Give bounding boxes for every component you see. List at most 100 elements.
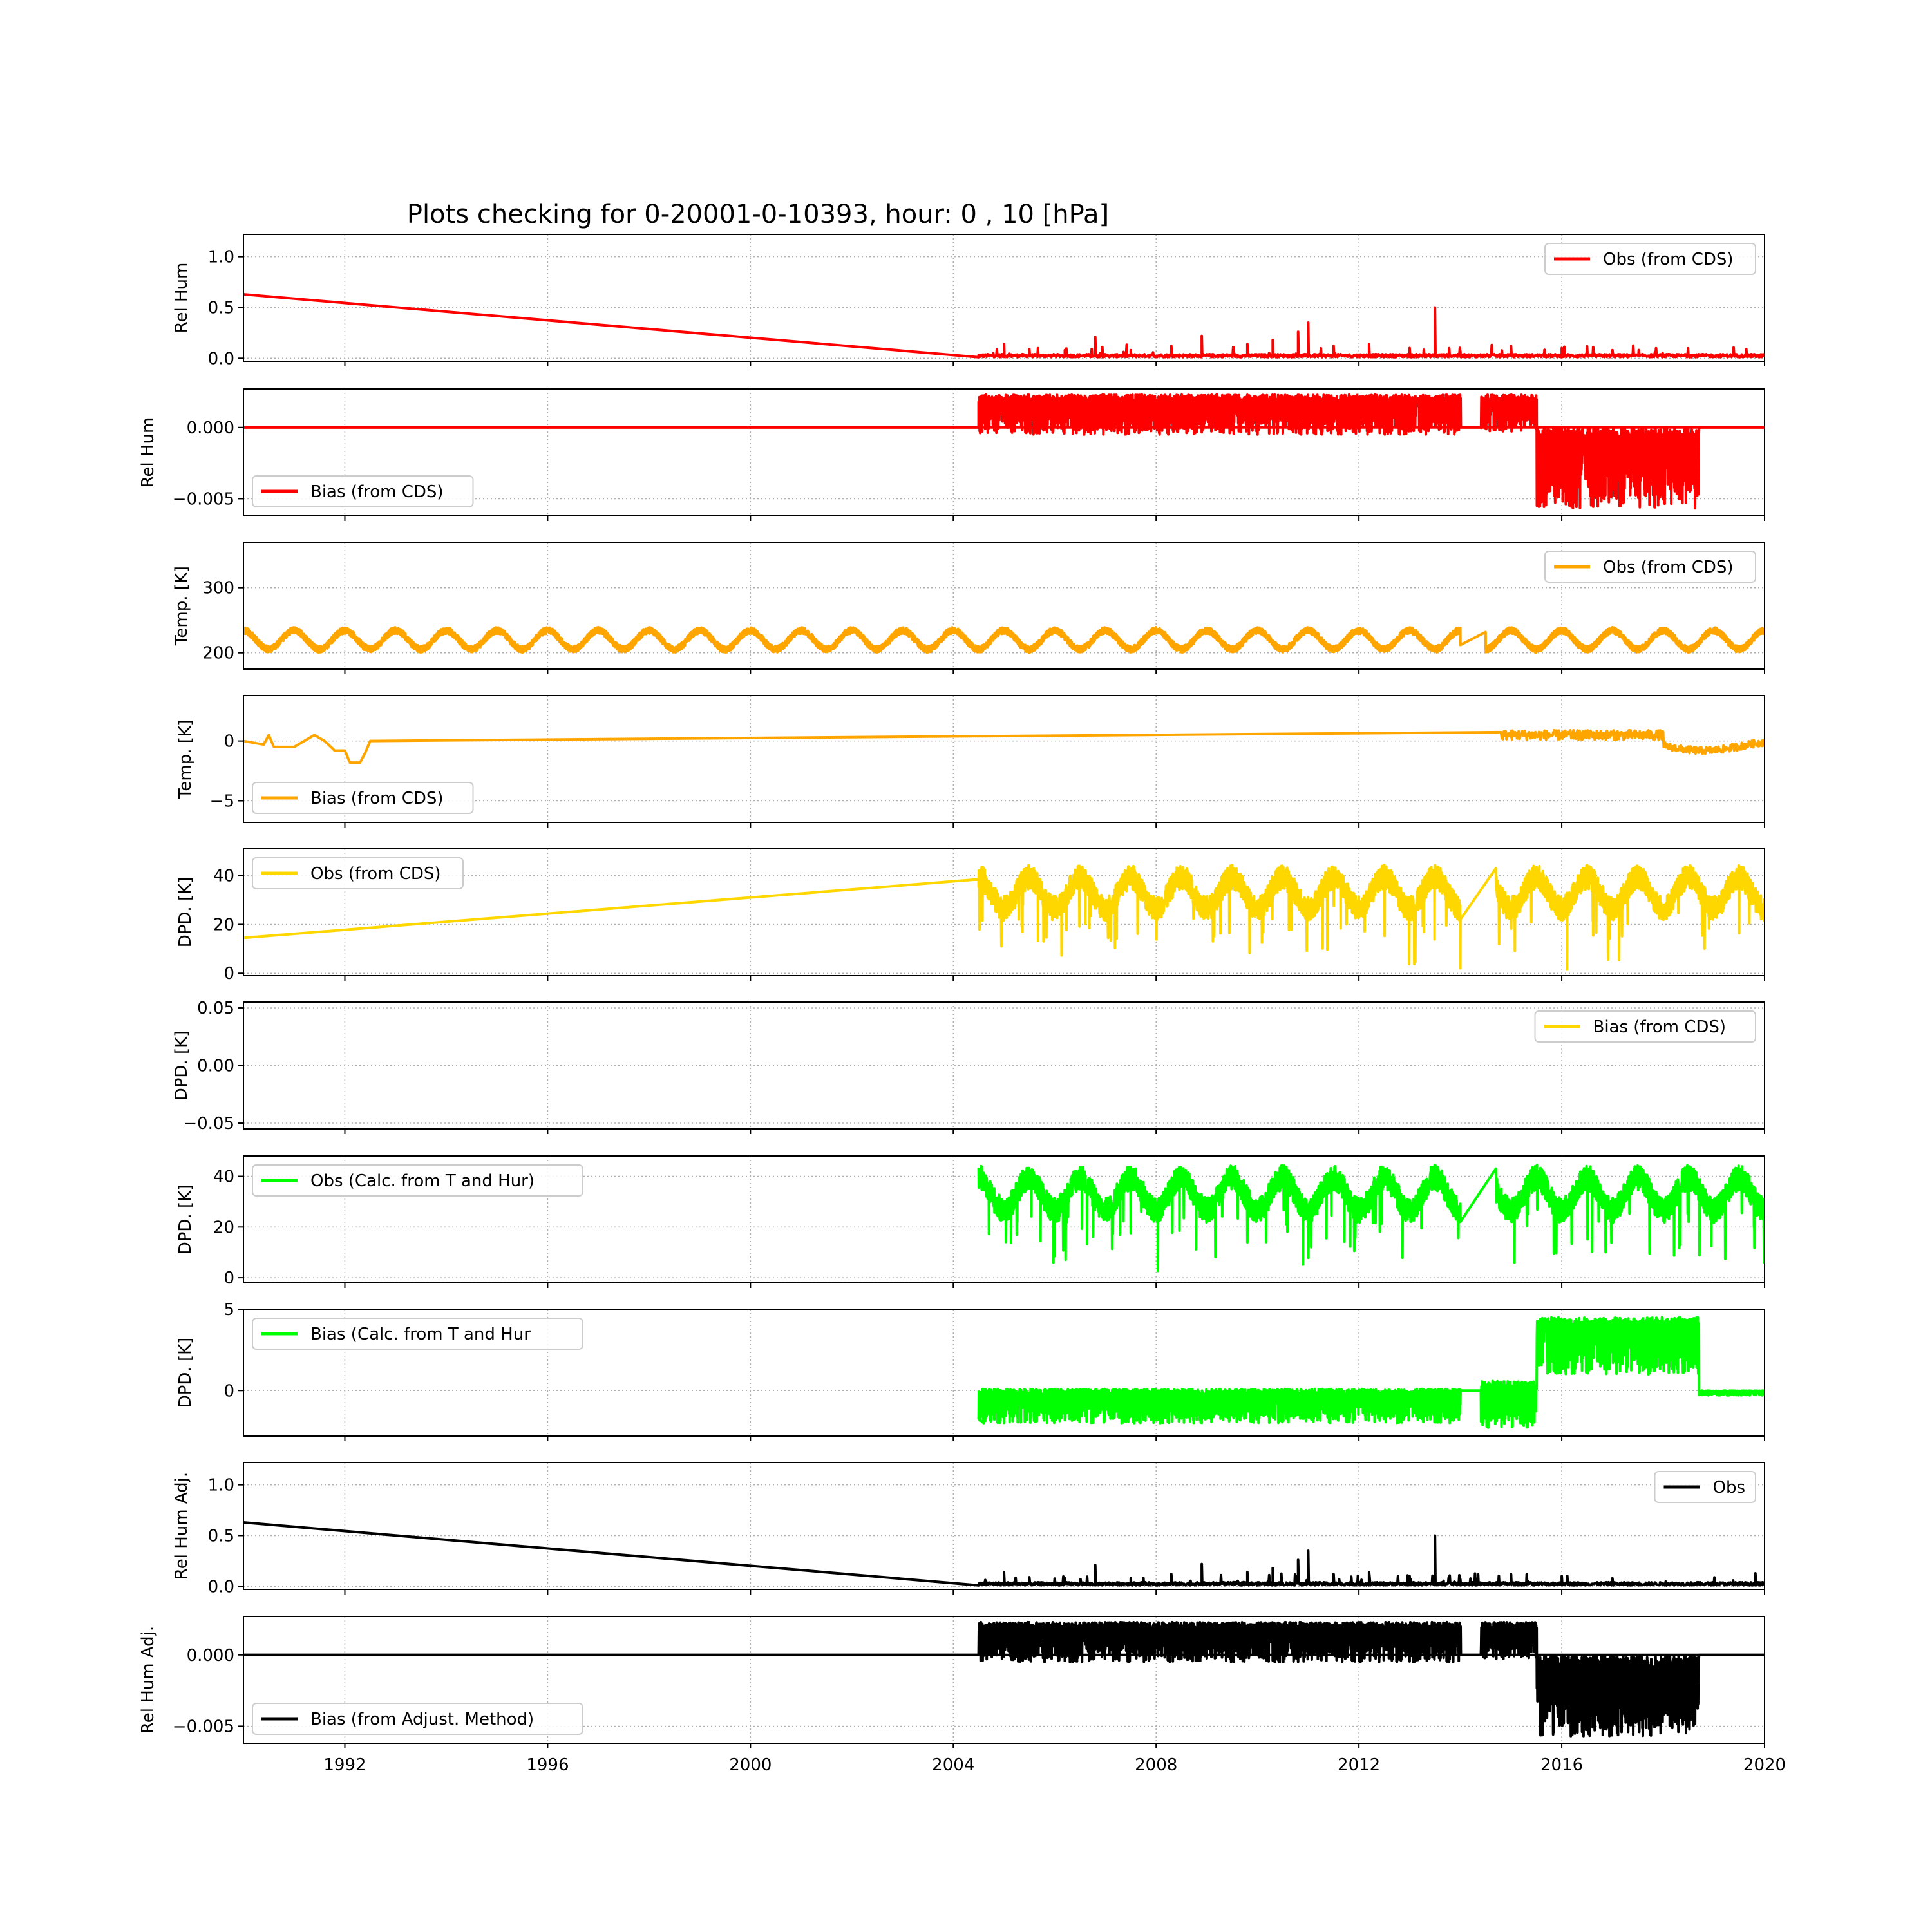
y-axis-label: DPD. [K]: [172, 1030, 191, 1101]
legend: Bias (from CDS): [252, 782, 474, 814]
y-tick-label: 0.00: [197, 1057, 234, 1076]
legend-label: Bias (from Adjust. Method): [310, 1710, 534, 1729]
legend: Obs: [1654, 1471, 1756, 1503]
legend: Obs (Calc. from T and Hur): [252, 1164, 583, 1197]
subplot-6: −0.05 0.00 0.05 DPD. [K] Bias (from CDS): [172, 999, 1765, 1134]
x-tick-label: 2004: [932, 1756, 974, 1775]
y-tick-label: 300: [202, 579, 234, 598]
legend: Bias (from Adjust. Method): [252, 1703, 583, 1735]
x-tick-label: 2012: [1338, 1756, 1380, 1775]
y-tick-label: 0: [223, 732, 234, 752]
series-line: [243, 728, 1765, 764]
y-axis-label: Rel Hum: [172, 263, 191, 334]
subplot-10: −0.005 0.000 1992 1996 2000 2004 2008 2012 2016 2…: [138, 1616, 1786, 1775]
y-tick-label: 200: [202, 644, 234, 663]
axes-frame: [243, 848, 1765, 976]
legend-label: Obs (Calc. from T and Hur): [310, 1171, 535, 1191]
legend-box: [252, 475, 474, 507]
y-tick-label: 0.5: [208, 298, 234, 317]
y-tick-label: 1.0: [208, 248, 234, 267]
subplot-2: −0.005 0.000 Rel Hum Bias (from CDS): [138, 388, 1765, 521]
y-axis-label: Temp. [K]: [176, 719, 195, 799]
figure-title: Plots checking for 0-20001-0-10393, hour…: [407, 200, 1109, 229]
series-line: [243, 626, 1765, 654]
legend-box: [252, 1318, 583, 1350]
y-tick-label: −0.005: [173, 1717, 234, 1736]
y-axis-label: DPD. [K]: [176, 877, 195, 948]
legend-label: Obs (from CDS): [1603, 558, 1734, 577]
y-axis-label: Rel Hum: [138, 417, 158, 488]
series-group: [243, 393, 1765, 510]
subplot-3: 200 300 Temp. [K] Obs (from CDS): [172, 542, 1765, 674]
subplot-8: 0 5 DPD. [K] Bias (Calc. from T and Hur: [176, 1300, 1765, 1441]
x-tick-label: 2000: [729, 1756, 772, 1775]
series-line: [977, 1316, 1765, 1429]
subplot-4: −5 0 Temp. [K] Bias (from CDS): [176, 695, 1765, 828]
y-axis-label: Rel Hum Adj.: [172, 1472, 191, 1580]
legend-label: Bias (from CDS): [310, 482, 444, 502]
series-line: [243, 1521, 1765, 1587]
legend: Bias (from CDS): [1534, 1010, 1756, 1043]
series-line: [243, 864, 1765, 971]
legend-label: Obs (from CDS): [1603, 250, 1734, 269]
subplot-5: 0 20 40 DPD. [K] Obs (from CDS): [176, 848, 1765, 983]
x-tick-label: 2016: [1540, 1756, 1583, 1775]
x-tick-label: 1992: [323, 1756, 366, 1775]
subplot-7: 0 20 40 DPD. [K] Obs (Calc. from T and Hur): [176, 1155, 1765, 1288]
legend: Obs (from CDS): [1544, 551, 1756, 583]
legend-box: [252, 857, 464, 889]
legend-label: Obs (from CDS): [310, 864, 441, 884]
legend-box: [252, 782, 474, 814]
axes-frame: [243, 542, 1765, 670]
y-tick-label: 0: [223, 1381, 234, 1401]
x-tick-label: 1996: [526, 1756, 569, 1775]
legend: Bias (from CDS): [252, 475, 474, 507]
series-line: [243, 1620, 1765, 1738]
y-tick-label: 0.000: [187, 419, 234, 438]
legend-label: Bias (Calc. from T and Hur: [310, 1325, 531, 1344]
legend-box: [1534, 1010, 1756, 1043]
axes-frame: [243, 388, 1765, 516]
series-line: [243, 293, 1765, 359]
subplot-9: 0.0 0.5 1.0 Rel Hum Adj. Obs: [172, 1462, 1765, 1596]
subplot-1: 0.0 0.5 1.0 Rel Hum Obs (from CDS): [172, 234, 1765, 368]
y-tick-label: 0.5: [208, 1526, 234, 1546]
y-tick-label: 0.05: [197, 999, 234, 1018]
legend-label: Bias (from CDS): [1593, 1018, 1727, 1037]
legend-box: [252, 1703, 583, 1735]
legend: Bias (Calc. from T and Hur: [252, 1318, 583, 1350]
y-tick-label: −5: [210, 792, 234, 811]
y-tick-label: 0.0: [208, 1577, 234, 1596]
legend-box: [1544, 243, 1756, 275]
legend: Obs (from CDS): [252, 857, 464, 889]
series-group: [977, 1164, 1765, 1273]
y-tick-label: 40: [213, 1168, 234, 1187]
y-tick-label: 0.0: [208, 349, 234, 368]
y-tick-label: 0.000: [187, 1646, 234, 1665]
axes-frame: [243, 1155, 1765, 1283]
series-group: [243, 864, 1765, 971]
y-tick-label: 5: [223, 1300, 234, 1320]
series-line: [977, 1164, 1765, 1273]
legend-box: [252, 1164, 583, 1197]
y-tick-label: 0: [223, 1269, 234, 1288]
axes-frame: [243, 234, 1765, 362]
series-group: [243, 293, 1765, 359]
axes-frame: [243, 1309, 1765, 1437]
series-group: [243, 626, 1765, 654]
series-group: [243, 1521, 1765, 1587]
y-axis-label: Rel Hum Adj.: [138, 1626, 158, 1734]
legend-box: [1654, 1471, 1756, 1503]
x-tick-label: 2020: [1743, 1756, 1786, 1775]
legend-label: Bias (from CDS): [310, 789, 444, 808]
y-axis-label: DPD. [K]: [176, 1338, 195, 1408]
y-axis-label: Temp. [K]: [172, 566, 191, 646]
axes-frame: [243, 1616, 1765, 1744]
series-group: [243, 728, 1765, 764]
legend: Obs (from CDS): [1544, 243, 1756, 275]
axes-frame: [243, 1462, 1765, 1590]
series-line: [243, 393, 1765, 510]
